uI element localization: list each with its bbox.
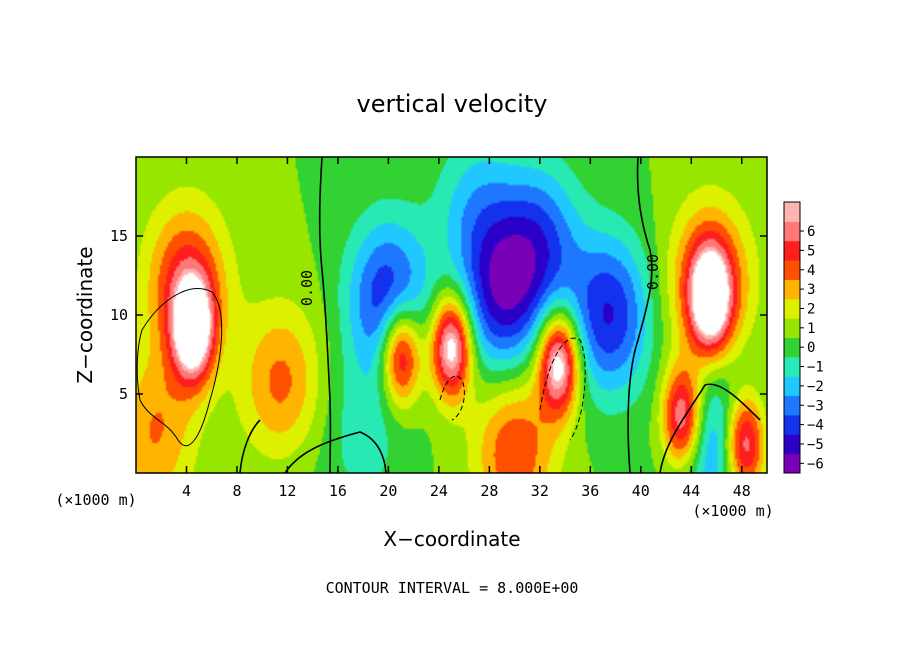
colorbar-swatch (784, 395, 800, 416)
x-tick-label: 28 (480, 482, 498, 500)
x-tick-label: 40 (632, 482, 650, 500)
colorbar-swatch (784, 279, 800, 300)
contour-interval-note: CONTOUR INTERVAL = 8.000E+00 (326, 579, 579, 597)
x-tick-label: 44 (682, 482, 700, 500)
x-tick-label: 32 (531, 482, 549, 500)
colorbar-swatch (784, 453, 800, 474)
x-unit-right: (×1000 m) (692, 502, 773, 520)
colorbar-label: −1 (807, 360, 824, 376)
y-axis-label: Z−coordinate (73, 246, 97, 383)
colorbar-swatch (784, 240, 800, 261)
colorbar-swatch (784, 434, 800, 455)
contour-mid-dashed (439, 337, 586, 441)
y-tick-label: 10 (110, 306, 128, 324)
y-axis: 5 10 15 (110, 227, 767, 403)
zero-contour-right (627, 156, 653, 474)
colorbar-label: −3 (807, 398, 824, 414)
colorbar-swatch (784, 298, 800, 319)
colorbar-label: −2 (807, 379, 824, 395)
x-tick-label: 36 (581, 482, 599, 500)
contour-right-low (659, 383, 761, 474)
zero-contour-left (318, 156, 332, 474)
contour-label-left: 0.00 (298, 270, 316, 306)
x-tick-label: 24 (430, 482, 448, 500)
velocity-heatmap (136, 157, 767, 473)
colorbar-swatch (784, 376, 800, 397)
x-axis-label: X−coordinate (383, 527, 520, 551)
colorbar-swatch (784, 356, 800, 377)
x-tick-label: 16 (329, 482, 347, 500)
x-unit-left: (×1000 m) (55, 491, 136, 509)
chart-title: vertical velocity (357, 90, 548, 118)
x-tick-label: 8 (232, 482, 241, 500)
colorbar-label: −6 (807, 456, 824, 472)
colorbar-label: −4 (807, 418, 824, 434)
colorbar-label: 3 (807, 282, 815, 298)
x-tick-label: 12 (278, 482, 296, 500)
x-tick-label: 48 (733, 482, 751, 500)
x-tick-label: 20 (379, 482, 397, 500)
contour-left-low (239, 419, 387, 474)
colorbar-label: 4 (807, 263, 815, 279)
y-tick-label: 15 (110, 227, 128, 245)
colorbar: −6 −5 −4 −3 −2 −1 0 1 2 3 4 5 6 (783, 201, 824, 474)
colorbar-label: 5 (807, 243, 815, 259)
colorbar-swatch (784, 260, 800, 280)
colorbar-frame (783, 201, 801, 474)
x-axis: 4 8 12 16 20 24 28 32 36 40 44 48 (182, 157, 751, 500)
colorbar-label: 6 (807, 224, 815, 240)
colorbar-swatch (784, 337, 800, 358)
y-tick-label: 5 (119, 385, 128, 403)
colorbar-swatch (784, 221, 800, 242)
colorbar-label: 2 (807, 301, 815, 317)
x-tick-label: 4 (182, 482, 191, 500)
contour-lines (136, 156, 761, 474)
colorbar-label: 0 (807, 340, 815, 356)
colorbar-swatch (784, 318, 800, 338)
colorbar-swatch (784, 202, 800, 222)
contour-left-updraft (136, 287, 223, 447)
contour-label-right: 0.00 (644, 254, 662, 290)
colorbar-swatch (784, 414, 800, 435)
colorbar-label: −5 (807, 437, 824, 453)
colorbar-label: 1 (807, 321, 815, 337)
